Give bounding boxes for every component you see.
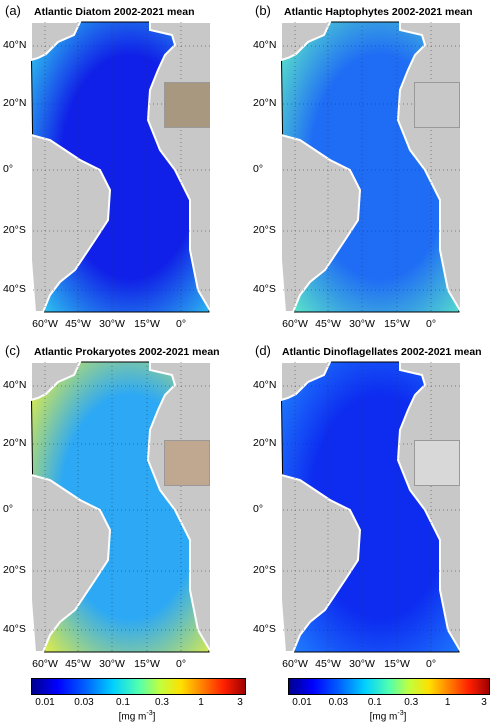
lon-label: 45°W [315, 658, 341, 670]
map-canvas [30, 361, 212, 656]
colorbar-tick: 1 [198, 697, 204, 708]
lon-label: 60°W [32, 318, 58, 330]
colorbar-right [288, 678, 490, 695]
lat-label: 20°S [253, 224, 276, 236]
lon-label: 45°W [65, 318, 91, 330]
lat-label: 20°N [253, 97, 277, 109]
lat-label: 20°S [3, 564, 26, 576]
lon-label: 60°W [282, 658, 308, 670]
panel-letter: (b) [255, 3, 271, 18]
map-panel: (d) Atlantic Dinoflagellates 2002-2021 me… [250, 340, 500, 704]
lat-label: 40°N [3, 39, 27, 51]
land-mass [280, 21, 332, 62]
panel-letter: (d) [255, 343, 271, 358]
organism-photo [164, 82, 210, 128]
lat-label: 20°N [3, 437, 27, 449]
land-mass [30, 361, 82, 402]
map-canvas [280, 361, 462, 656]
lon-label: 0° [175, 658, 187, 670]
lat-label: 20°S [3, 224, 26, 236]
lat-label: 0° [3, 163, 14, 175]
land-mass [280, 473, 362, 653]
colorbar-tick: 1 [444, 697, 451, 708]
map-canvas [280, 21, 462, 316]
panel-letter: (c) [5, 343, 21, 358]
map-panel: (b) Atlantic Haptophytes 2002-2021 mean 40… [250, 0, 500, 364]
colorbar-left [31, 678, 246, 695]
lon-label: 15°W [384, 318, 410, 330]
lat-label: 40°N [253, 379, 277, 391]
lat-label: 40°S [3, 283, 26, 295]
lat-label: 20°N [3, 97, 27, 109]
lat-label: 0° [253, 163, 264, 175]
colorbar-tick: 0.3 [155, 697, 169, 708]
land-mass [396, 361, 462, 656]
colorbar-tick: 0.01 [292, 697, 312, 708]
lat-label: 40°N [253, 39, 277, 51]
organism-photo [414, 82, 460, 128]
lat-label: 0° [253, 503, 264, 515]
panel-title: Atlantic Haptophytes 2002-2021 mean [284, 6, 473, 18]
panel-title: Atlantic Prokaryotes 2002-2021 mean [34, 346, 220, 358]
lon-label: 30°W [99, 318, 125, 330]
map-panel: (a) Atlantic Diatom 2002-2021 mean 40°N 20°… [0, 0, 250, 364]
colorbar-unit-right: [mg m-3] [369, 710, 407, 723]
lon-label: 15°W [134, 658, 160, 670]
organism-photo [414, 440, 460, 486]
lat-label: 20°N [253, 437, 277, 449]
lon-label: 15°W [384, 658, 410, 670]
land-mass [30, 21, 82, 62]
lon-label: 30°W [349, 318, 375, 330]
land-mass [146, 361, 212, 656]
panel-title: Atlantic Dinoflagellates 2002-2021 mean [282, 346, 482, 358]
lat-label: 40°S [3, 623, 26, 635]
land-mass [280, 361, 332, 402]
panel-title: Atlantic Diatom 2002-2021 mean [34, 6, 195, 18]
lon-label: 0° [425, 658, 437, 670]
lon-label: 15°W [134, 318, 160, 330]
colorbar-unit-left: [mg m-3] [118, 710, 156, 723]
lat-label: 40°S [253, 283, 276, 295]
lon-label: 45°W [65, 658, 91, 670]
colorbar-tick: 0.03 [328, 697, 349, 708]
lon-label: 60°W [32, 658, 58, 670]
colorbar-tick: 0.3 [404, 697, 419, 708]
map-panel: (c) Atlantic Prokaryotes 2002-2021 mean 40… [0, 340, 250, 704]
lat-label: 20°S [253, 564, 276, 576]
colorbar-tick: 3 [481, 697, 487, 708]
colorbar-tick: 3 [237, 697, 243, 708]
lon-label: 45°W [315, 318, 341, 330]
lat-label: 0° [3, 503, 14, 515]
map-canvas [30, 21, 212, 316]
lon-label: 0° [425, 318, 437, 330]
colorbar-tick: 0.1 [367, 697, 382, 708]
lon-label: 30°W [99, 658, 125, 670]
colorbar-tick: 0.01 [35, 697, 55, 708]
organism-photo [164, 440, 210, 486]
land-mass [30, 133, 112, 313]
land-mass [280, 133, 362, 313]
lon-label: 30°W [349, 658, 375, 670]
lat-label: 40°S [253, 623, 276, 635]
lat-label: 40°N [3, 379, 27, 391]
land-mass [30, 473, 112, 653]
colorbar-tick: 0.03 [74, 697, 94, 708]
lon-label: 60°W [282, 318, 308, 330]
panel-letter: (a) [5, 3, 21, 18]
lon-label: 0° [175, 318, 187, 330]
colorbar-tick: 0.1 [116, 697, 130, 708]
